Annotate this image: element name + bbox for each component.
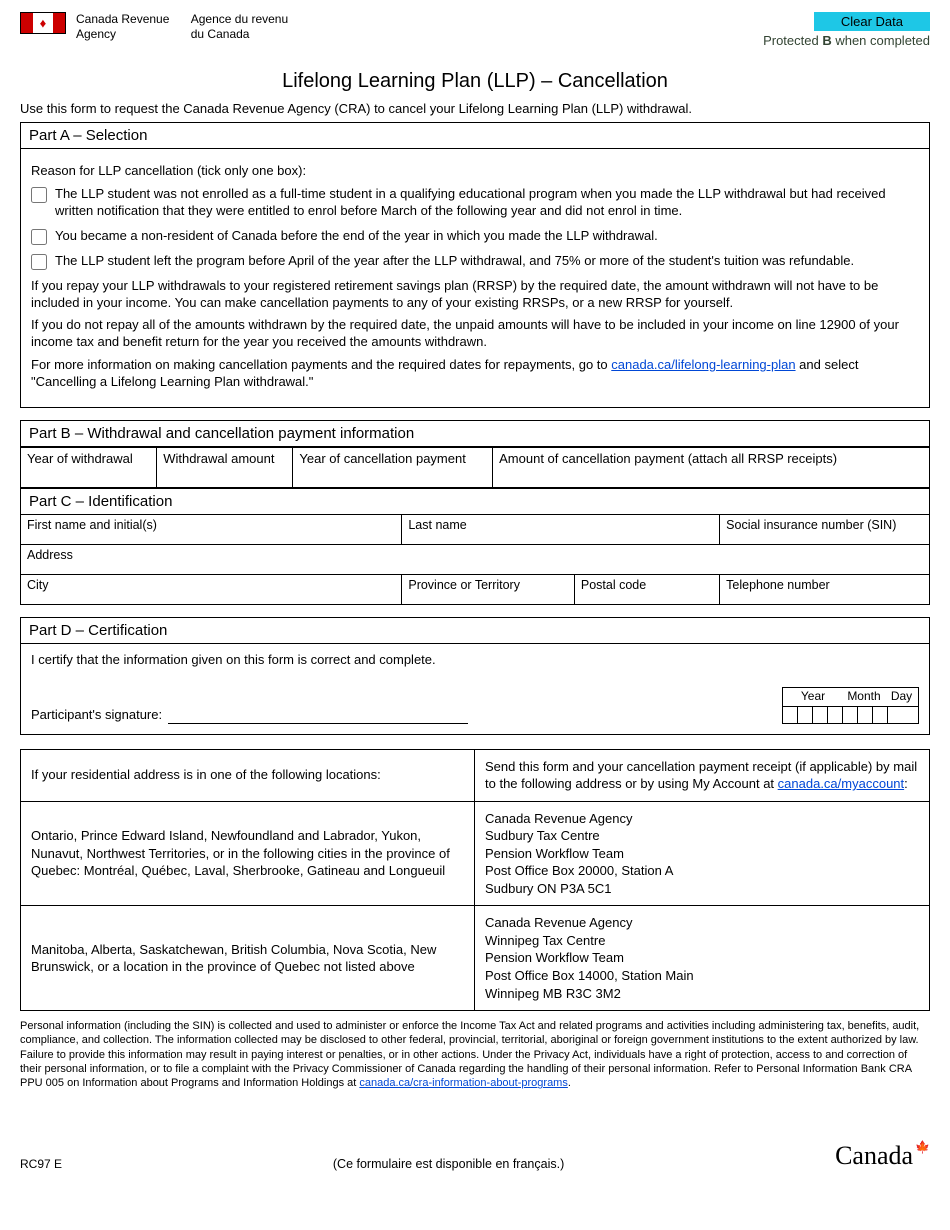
reason-option-1: The LLP student was not enrolled as a fu… [31, 186, 919, 220]
page-subtitle: Use this form to request the Canada Reve… [20, 101, 930, 116]
french-note: (Ce formulaire est disponible en françai… [333, 1157, 564, 1171]
mailing-locations-2: Manitoba, Alberta, Saskatchewan, British… [21, 906, 475, 1010]
field-address[interactable]: Address [21, 545, 929, 574]
reason-checkbox-1[interactable] [31, 187, 47, 203]
col-withdrawal-amount: Withdrawal amount [157, 448, 293, 469]
para-not-repay: If you do not repay all of the amounts w… [31, 317, 919, 351]
footer: RC97 E (Ce formulaire est disponible en … [20, 1141, 930, 1171]
privacy-notice: Personal information (including the SIN)… [20, 1019, 930, 1090]
part-c-heading: Part C – Identification [21, 488, 929, 515]
agency-name-fr: Agence du revenu du Canada [191, 12, 288, 42]
date-cells[interactable] [783, 706, 918, 723]
reason-intro: Reason for LLP cancellation (tick only o… [31, 163, 919, 180]
col-cancellation-amount: Amount of cancellation payment (attach a… [493, 448, 929, 469]
signature-line[interactable] [168, 723, 468, 724]
date-label-day: Day [885, 688, 918, 706]
mailing-locations-1: Ontario, Prince Edward Island, Newfoundl… [21, 802, 475, 906]
withdrawal-table: Year of withdrawal Withdrawal amount Yea… [20, 448, 930, 488]
field-city[interactable]: City [21, 575, 402, 604]
field-first-name[interactable]: First name and initial(s) [21, 515, 402, 544]
mailing-header-right: Send this form and your cancellation pay… [475, 750, 929, 801]
cell-year-withdrawal[interactable] [21, 469, 157, 487]
myaccount-link[interactable]: canada.ca/myaccount [778, 776, 904, 791]
page-title: Lifelong Learning Plan (LLP) – Cancellat… [20, 70, 930, 93]
cell-cancellation-amount[interactable] [493, 469, 929, 487]
withdrawal-table-row [21, 469, 929, 487]
date-box: Year Month Day [782, 687, 919, 724]
agency-fr-line2: du Canada [191, 27, 250, 41]
mailing-address-2: Canada Revenue Agency Winnipeg Tax Centr… [475, 906, 929, 1010]
reason-option-3: The LLP student left the program before … [31, 253, 919, 270]
cell-year-cancellation[interactable] [293, 469, 493, 487]
date-label-month: Month [843, 688, 885, 706]
part-d: Part D – Certification I certify that th… [20, 617, 930, 734]
agency-en-line1: Canada Revenue [76, 12, 169, 26]
certify-text: I certify that the information given on … [31, 652, 919, 669]
part-b: Part B – Withdrawal and cancellation pay… [20, 420, 930, 448]
cell-withdrawal-amount[interactable] [157, 469, 293, 487]
reason-text-3: The LLP student left the program before … [55, 253, 854, 270]
cra-info-link[interactable]: canada.ca/cra-information-about-programs [359, 1077, 568, 1089]
field-sin[interactable]: Social insurance number (SIN) [720, 515, 929, 544]
date-label-year: Year [783, 688, 843, 706]
wordmark-flag-icon: 🍁 [915, 1140, 930, 1155]
canada-wordmark: Canada🍁 [835, 1141, 930, 1171]
agency-fr-line1: Agence du revenu [191, 12, 288, 26]
signature-label: Participant's signature: [31, 707, 162, 724]
part-a-heading: Part A – Selection [21, 123, 929, 149]
lifelong-learning-link[interactable]: canada.ca/lifelong-learning-plan [611, 357, 795, 372]
reason-option-2: You became a non-resident of Canada befo… [31, 228, 919, 245]
clear-data-button[interactable]: Clear Data [814, 12, 930, 31]
mailing-address-1: Canada Revenue Agency Sudbury Tax Centre… [475, 802, 929, 906]
col-year-withdrawal: Year of withdrawal [21, 448, 157, 469]
reason-checkbox-3[interactable] [31, 254, 47, 270]
agency-en-line2: Agency [76, 27, 116, 41]
canada-flag-icon: ♦ [20, 12, 66, 34]
reason-text-2: You became a non-resident of Canada befo… [55, 228, 658, 245]
form-id: RC97 E [20, 1157, 62, 1171]
mailing-table: If your residential address is in one of… [20, 749, 930, 1012]
agency-block: ♦ Canada Revenue Agency Agence du revenu… [20, 12, 306, 42]
para-more-info: For more information on making cancellat… [31, 357, 919, 391]
part-d-heading: Part D – Certification [21, 618, 929, 644]
col-year-cancellation: Year of cancellation payment [293, 448, 493, 469]
part-b-heading: Part B – Withdrawal and cancellation pay… [21, 421, 929, 447]
field-postal[interactable]: Postal code [575, 575, 720, 604]
withdrawal-table-header: Year of withdrawal Withdrawal amount Yea… [21, 448, 929, 469]
mailing-header-left: If your residential address is in one of… [21, 750, 475, 801]
field-last-name[interactable]: Last name [402, 515, 720, 544]
top-bar: ♦ Canada Revenue Agency Agence du revenu… [20, 12, 930, 48]
protected-marking: Protected B when completed [763, 33, 930, 48]
field-province[interactable]: Province or Territory [402, 575, 575, 604]
field-phone[interactable]: Telephone number [720, 575, 929, 604]
reason-checkbox-2[interactable] [31, 229, 47, 245]
agency-name-en: Canada Revenue Agency [76, 12, 169, 42]
reason-text-1: The LLP student was not enrolled as a fu… [55, 186, 919, 220]
part-a: Part A – Selection Reason for LLP cancel… [20, 122, 930, 408]
part-c: Part C – Identification First name and i… [20, 488, 930, 605]
para-repay: If you repay your LLP withdrawals to you… [31, 278, 919, 312]
